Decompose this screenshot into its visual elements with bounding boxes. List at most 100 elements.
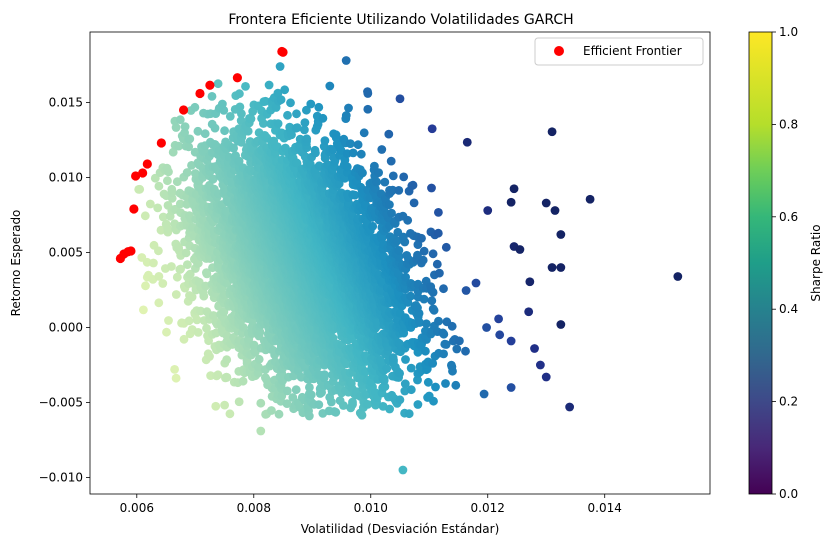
- portfolio-point: [200, 129, 210, 139]
- portfolio-point: [220, 126, 230, 136]
- portfolio-point: [213, 79, 223, 89]
- portfolio-point: [388, 353, 398, 362]
- portfolio-point: [376, 355, 385, 365]
- portfolio-point: [241, 82, 250, 91]
- portfolio-point: [141, 281, 150, 291]
- portfolio-point: [254, 354, 264, 364]
- portfolio-point: [190, 102, 200, 112]
- portfolio-point: [167, 262, 176, 271]
- portfolio-point: [154, 181, 164, 191]
- portfolio-point: [183, 260, 192, 269]
- portfolio-point: [154, 298, 164, 308]
- portfolio-point: [185, 134, 195, 144]
- portfolio-point: [328, 333, 338, 343]
- portfolio-point: [193, 328, 203, 337]
- portfolio-point: [161, 219, 171, 229]
- portfolio-point: [441, 379, 450, 388]
- portfolio-point: [400, 379, 410, 389]
- portfolio-point: [172, 272, 182, 282]
- portfolio-point: [249, 340, 259, 350]
- portfolio-point: [282, 386, 292, 396]
- portfolio-point: [167, 184, 177, 194]
- portfolio-point: [274, 409, 284, 419]
- portfolio-point: [429, 396, 438, 406]
- portfolio-point: [413, 375, 422, 385]
- portfolio-point: [406, 385, 416, 395]
- portfolio-point: [401, 355, 410, 364]
- portfolio-point: [171, 290, 181, 299]
- portfolio-point: [267, 406, 276, 415]
- portfolio-point: [346, 379, 356, 388]
- portfolio-point: [413, 400, 423, 409]
- portfolio-point: [256, 398, 266, 408]
- portfolio-point: [413, 303, 422, 313]
- portfolio-point: [248, 107, 258, 116]
- portfolio-point: [368, 221, 378, 231]
- portfolio-point: [174, 141, 184, 151]
- portfolio-point: [422, 319, 431, 329]
- portfolio-point: [283, 110, 292, 120]
- portfolio-point: [428, 359, 438, 368]
- portfolio-point: [145, 199, 155, 209]
- portfolio-point: [331, 130, 341, 140]
- portfolio-point: [164, 316, 173, 325]
- portfolio-point: [238, 376, 248, 386]
- portfolio-point: [187, 292, 197, 302]
- portfolio-point: [378, 276, 387, 286]
- portfolio-point: [220, 400, 230, 410]
- portfolio-point: [149, 258, 158, 268]
- portfolio-point: [191, 169, 200, 178]
- portfolio-point: [379, 374, 389, 383]
- portfolio-point: [254, 362, 263, 372]
- portfolio-point: [314, 102, 324, 112]
- portfolio-point: [164, 167, 173, 177]
- portfolio-point: [286, 98, 295, 108]
- portfolio-point: [261, 96, 270, 106]
- portfolio-point: [140, 211, 150, 221]
- portfolio-point: [179, 334, 189, 344]
- portfolio-point: [314, 400, 324, 409]
- portfolio-point: [382, 364, 392, 373]
- portfolio-point: [213, 370, 223, 380]
- portfolio-point: [170, 365, 180, 374]
- portfolio-point: [395, 369, 404, 378]
- portfolio-point: [238, 323, 248, 332]
- portfolio-point: [153, 203, 163, 213]
- portfolio-point: [225, 112, 235, 121]
- portfolio-point: [320, 136, 330, 146]
- portfolio-point: [302, 105, 311, 115]
- portfolio-point: [222, 355, 232, 365]
- portfolio-point: [292, 123, 302, 133]
- portfolio-point: [363, 400, 373, 409]
- chart-title: Frontera Eficiente Utilizando Volatilida…: [228, 12, 573, 28]
- portfolio-point: [292, 109, 301, 119]
- portfolio-point: [172, 177, 182, 187]
- portfolio-point: [158, 212, 168, 222]
- portfolio-point: [339, 401, 348, 410]
- portfolio-point: [174, 243, 184, 252]
- portfolio-point: [235, 89, 244, 99]
- portfolio-point: [235, 102, 245, 112]
- portfolio-point: [207, 92, 217, 101]
- portfolio-point: [406, 291, 415, 301]
- portfolio-point: [395, 395, 405, 405]
- portfolio-point: [175, 115, 185, 125]
- portfolio-point: [234, 156, 244, 166]
- portfolio-point: [401, 272, 410, 282]
- portfolio-point: [300, 125, 309, 135]
- portfolio-point: [404, 409, 414, 419]
- portfolio-point: [431, 382, 440, 392]
- portfolio-point: [180, 122, 190, 131]
- portfolio-point: [246, 114, 256, 124]
- portfolio-point: [282, 399, 292, 408]
- portfolio-point: [209, 311, 218, 320]
- portfolio-point: [280, 85, 290, 95]
- portfolio-point: [171, 373, 181, 383]
- portfolio-point: [202, 323, 211, 333]
- portfolio-point: [202, 269, 212, 279]
- portfolio-point: [268, 346, 278, 355]
- portfolio-point: [358, 168, 367, 178]
- portfolio-points: [134, 56, 683, 475]
- portfolio-point: [154, 272, 164, 281]
